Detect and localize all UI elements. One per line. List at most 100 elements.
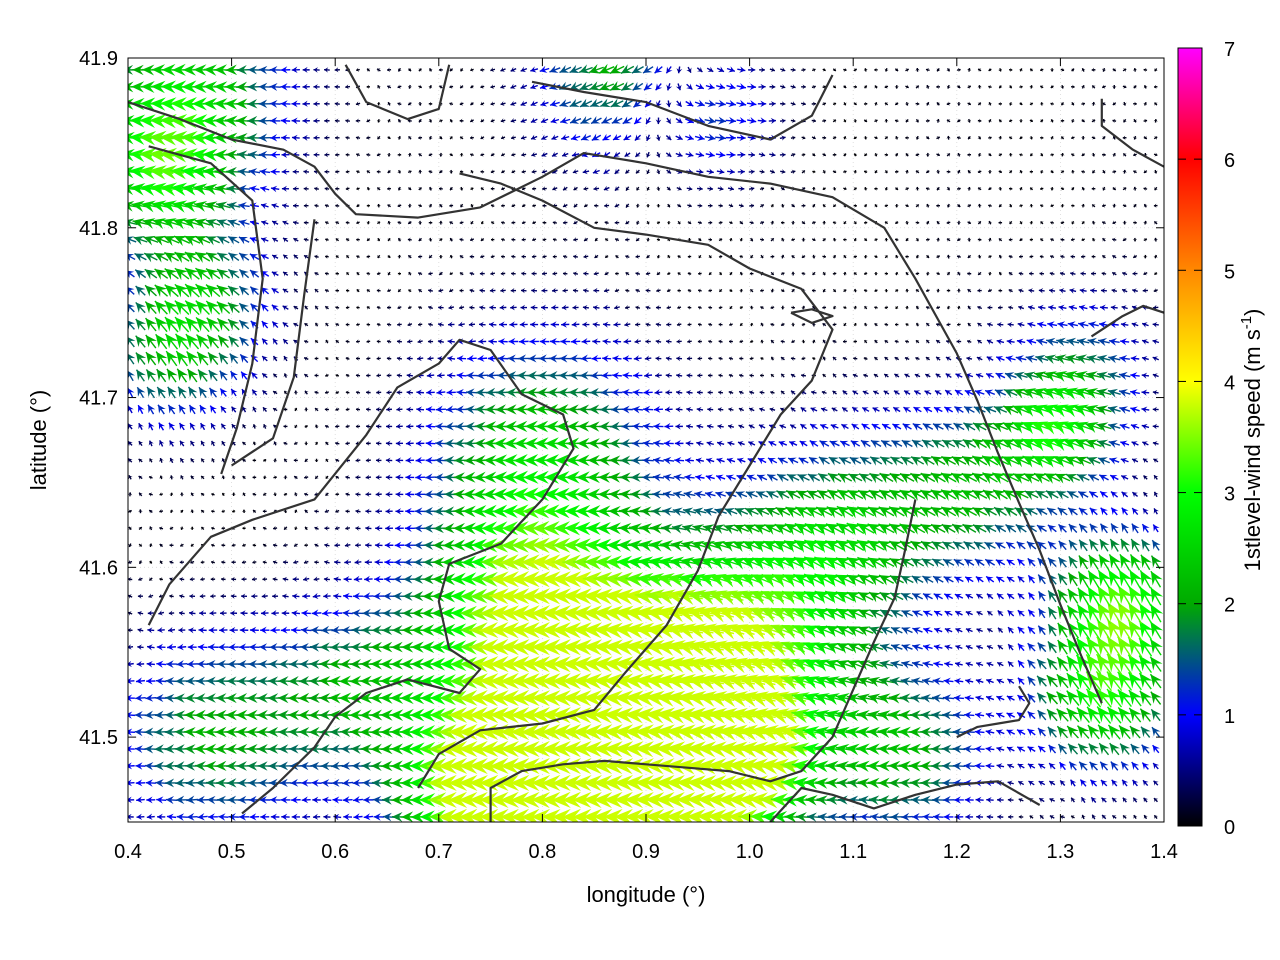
wind-arrow bbox=[905, 84, 909, 89]
wind-arrow bbox=[832, 373, 837, 378]
wind-arrow bbox=[836, 625, 854, 638]
wind-arrow bbox=[656, 221, 661, 225]
wind-arrow bbox=[625, 271, 630, 276]
wind-arrow bbox=[128, 711, 136, 719]
wind-arrow bbox=[884, 152, 889, 157]
wind-arrow bbox=[686, 185, 693, 192]
wind-arrow bbox=[645, 322, 651, 328]
wind-arrow bbox=[977, 169, 982, 174]
wind-arrow bbox=[216, 268, 230, 280]
wind-arrow bbox=[1095, 671, 1113, 692]
wind-arrow bbox=[943, 677, 954, 685]
wind-arrow bbox=[752, 540, 772, 553]
wind-arrow bbox=[994, 389, 1007, 398]
wind-arrow bbox=[879, 591, 894, 603]
wind-arrow bbox=[345, 373, 350, 378]
wind-arrow bbox=[1100, 507, 1108, 516]
wind-arrow bbox=[995, 712, 1005, 719]
wind-arrow bbox=[749, 271, 754, 276]
wind-arrow bbox=[1102, 67, 1107, 72]
wind-arrow bbox=[200, 559, 205, 565]
wind-arrow bbox=[542, 254, 547, 259]
wind-arrow bbox=[956, 203, 961, 208]
wind-arrow bbox=[737, 441, 745, 447]
wind-arrow bbox=[814, 590, 835, 605]
wind-arrow bbox=[164, 316, 179, 333]
wind-arrow bbox=[1036, 675, 1048, 687]
wind-arrow bbox=[387, 254, 391, 259]
wind-arrow bbox=[884, 136, 889, 140]
wind-arrow bbox=[184, 267, 200, 281]
wind-arrow bbox=[439, 238, 443, 242]
wind-arrow bbox=[852, 373, 858, 379]
wind-arrow bbox=[901, 644, 913, 652]
wind-arrow bbox=[903, 406, 912, 414]
wind-arrow bbox=[964, 796, 974, 804]
wind-arrow bbox=[291, 100, 301, 108]
wind-arrow bbox=[469, 271, 475, 277]
wind-arrow bbox=[895, 305, 899, 310]
wind-arrow bbox=[1078, 761, 1088, 771]
wind-arrow bbox=[562, 186, 568, 191]
wind-arrow bbox=[1091, 85, 1096, 89]
wind-arrow bbox=[631, 455, 645, 465]
wind-arrow bbox=[261, 372, 268, 379]
wind-arrow bbox=[386, 373, 392, 378]
wind-arrow bbox=[818, 456, 830, 466]
wind-arrow bbox=[1060, 67, 1065, 72]
wind-arrow bbox=[728, 356, 734, 361]
wind-arrow bbox=[749, 339, 754, 344]
wind-arrow bbox=[1150, 555, 1162, 570]
wind-arrow bbox=[749, 237, 754, 242]
wind-arrow bbox=[933, 627, 943, 634]
wind-arrow bbox=[732, 541, 751, 552]
wind-arrow bbox=[321, 779, 333, 787]
wind-arrow bbox=[1077, 571, 1090, 588]
wind-arrow bbox=[428, 84, 433, 89]
wind-arrow bbox=[1068, 304, 1078, 312]
wind-arrow bbox=[1027, 728, 1036, 737]
wind-arrow bbox=[145, 334, 158, 349]
wind-arrow bbox=[954, 677, 964, 685]
wind-arrow bbox=[1086, 602, 1102, 624]
wind-arrow bbox=[217, 235, 230, 245]
wind-arrow bbox=[387, 271, 392, 276]
wind-arrow bbox=[145, 369, 157, 382]
wind-arrow bbox=[915, 305, 920, 310]
wind-arrow bbox=[459, 288, 464, 293]
wind-arrow bbox=[561, 134, 570, 141]
wind-arrow bbox=[883, 390, 890, 396]
wind-arrow bbox=[1096, 706, 1112, 724]
wind-arrow bbox=[426, 389, 435, 396]
wind-arrow bbox=[501, 186, 506, 191]
wind-arrow bbox=[857, 574, 874, 586]
wind-arrow bbox=[801, 356, 806, 361]
wind-arrow bbox=[211, 458, 216, 463]
wind-arrow bbox=[1107, 585, 1124, 608]
wind-arrow bbox=[832, 254, 837, 259]
wind-arrow bbox=[758, 83, 766, 90]
wind-arrow bbox=[675, 100, 683, 108]
wind-arrow bbox=[635, 237, 640, 242]
wind-arrow bbox=[1141, 762, 1150, 770]
wind-arrow bbox=[890, 609, 904, 619]
wind-arrow bbox=[694, 133, 705, 141]
wind-arrow bbox=[882, 407, 891, 413]
wind-arrow bbox=[830, 424, 839, 431]
wind-arrow bbox=[1058, 523, 1067, 533]
wind-arrow bbox=[1060, 814, 1065, 820]
wind-arrow bbox=[801, 322, 806, 327]
wind-arrow bbox=[1014, 507, 1028, 517]
wind-arrow bbox=[1039, 254, 1044, 259]
wind-arrow bbox=[708, 237, 713, 242]
wind-arrow bbox=[716, 66, 725, 73]
wind-arrow bbox=[521, 169, 526, 174]
wind-arrow bbox=[159, 543, 164, 548]
wind-arrow bbox=[458, 304, 465, 310]
wind-arrow bbox=[1127, 654, 1144, 674]
wind-arrow bbox=[998, 288, 1003, 293]
wind-arrow bbox=[520, 134, 527, 141]
wind-arrow bbox=[1088, 490, 1099, 499]
wind-arrow bbox=[728, 373, 734, 378]
wind-arrow bbox=[707, 389, 713, 396]
